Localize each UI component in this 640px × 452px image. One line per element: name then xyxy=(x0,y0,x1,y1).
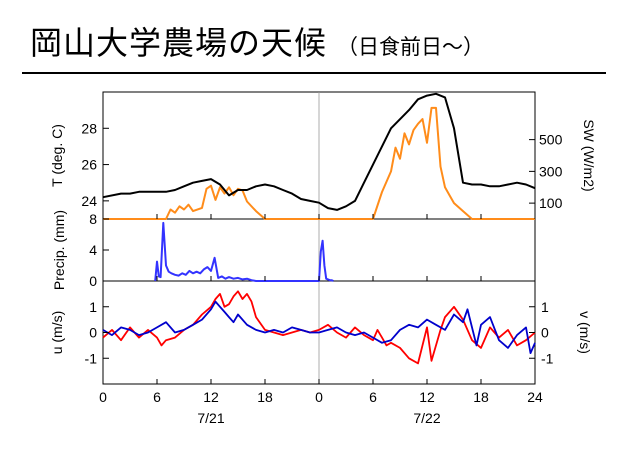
precip-tick-label-1: 4 xyxy=(89,242,97,258)
x-tick-label-1: 6 xyxy=(153,389,161,405)
temp-tick-label-0: 24 xyxy=(81,193,97,209)
x-tick-label-2: 12 xyxy=(203,389,219,405)
x-tick-label-0: 0 xyxy=(99,389,107,405)
x-tick-label-5: 6 xyxy=(369,389,377,405)
subtitle-text: （日食前日～） xyxy=(337,35,485,59)
wind-right-tick-label-2: 1 xyxy=(541,299,549,315)
slide-title: 岡山大学農場の天候 （日食前日～） xyxy=(30,18,484,64)
wind-right-tick-label-0: -1 xyxy=(541,350,554,366)
wind-left-tick-label-1: 0 xyxy=(89,325,97,341)
temp-tick-label-2: 28 xyxy=(81,120,97,136)
temp-tick-label-1: 26 xyxy=(81,157,97,173)
precip-axis-label: Precip. (mm) xyxy=(51,210,67,290)
x-tick-label-8: 24 xyxy=(527,389,543,405)
x-tick-label-4: 0 xyxy=(315,389,323,405)
wind-v-line xyxy=(102,300,536,354)
sw-tick-label-1: 300 xyxy=(539,163,563,179)
date-label-0: 7/21 xyxy=(197,410,224,426)
wind-right-tick-label-1: 0 xyxy=(541,325,549,341)
sw-tick-label-2: 500 xyxy=(539,132,563,148)
wind-left-tick-label-0: -1 xyxy=(85,350,98,366)
temperature-line xyxy=(102,92,536,211)
temperature-axis-label: T (deg. C) xyxy=(49,124,65,187)
wind-u-axis-label: u (m/s) xyxy=(49,311,65,355)
wind-v-axis-label: v (m/s) xyxy=(577,311,593,354)
x-tick-label-7: 18 xyxy=(473,389,489,405)
date-label-1: 7/22 xyxy=(413,410,440,426)
wind-left-tick-label-2: 1 xyxy=(89,299,97,315)
x-tick-label-6: 12 xyxy=(419,389,435,405)
x-tick-label-3: 18 xyxy=(257,389,273,405)
precip-line xyxy=(154,221,334,282)
precip-tick-label-2: 8 xyxy=(89,211,97,227)
precip-tick-label-0: 0 xyxy=(89,273,97,289)
title-rule xyxy=(22,72,606,74)
shortwave-axis-label: SW (W/m2) xyxy=(581,119,597,191)
sw-tick-label-0: 100 xyxy=(539,195,563,211)
title-text: 岡山大学農場の天候 xyxy=(30,24,328,62)
